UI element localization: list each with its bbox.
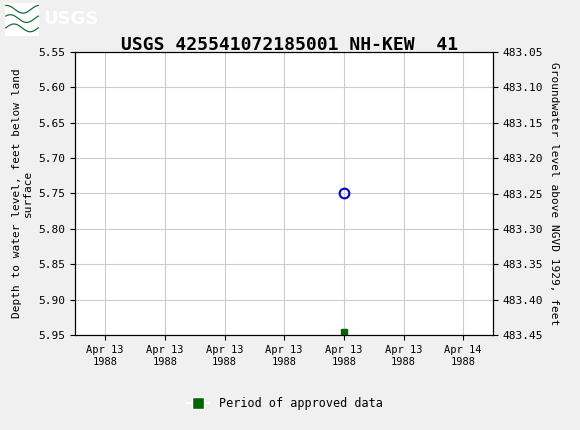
- FancyBboxPatch shape: [5, 3, 39, 36]
- Text: USGS: USGS: [44, 10, 99, 28]
- Legend: Period of approved data: Period of approved data: [181, 392, 387, 415]
- Y-axis label: Depth to water level, feet below land
surface: Depth to water level, feet below land su…: [12, 69, 33, 318]
- Y-axis label: Groundwater level above NGVD 1929, feet: Groundwater level above NGVD 1929, feet: [549, 62, 559, 325]
- Text: USGS 425541072185001 NH-KEW  41: USGS 425541072185001 NH-KEW 41: [121, 36, 459, 54]
